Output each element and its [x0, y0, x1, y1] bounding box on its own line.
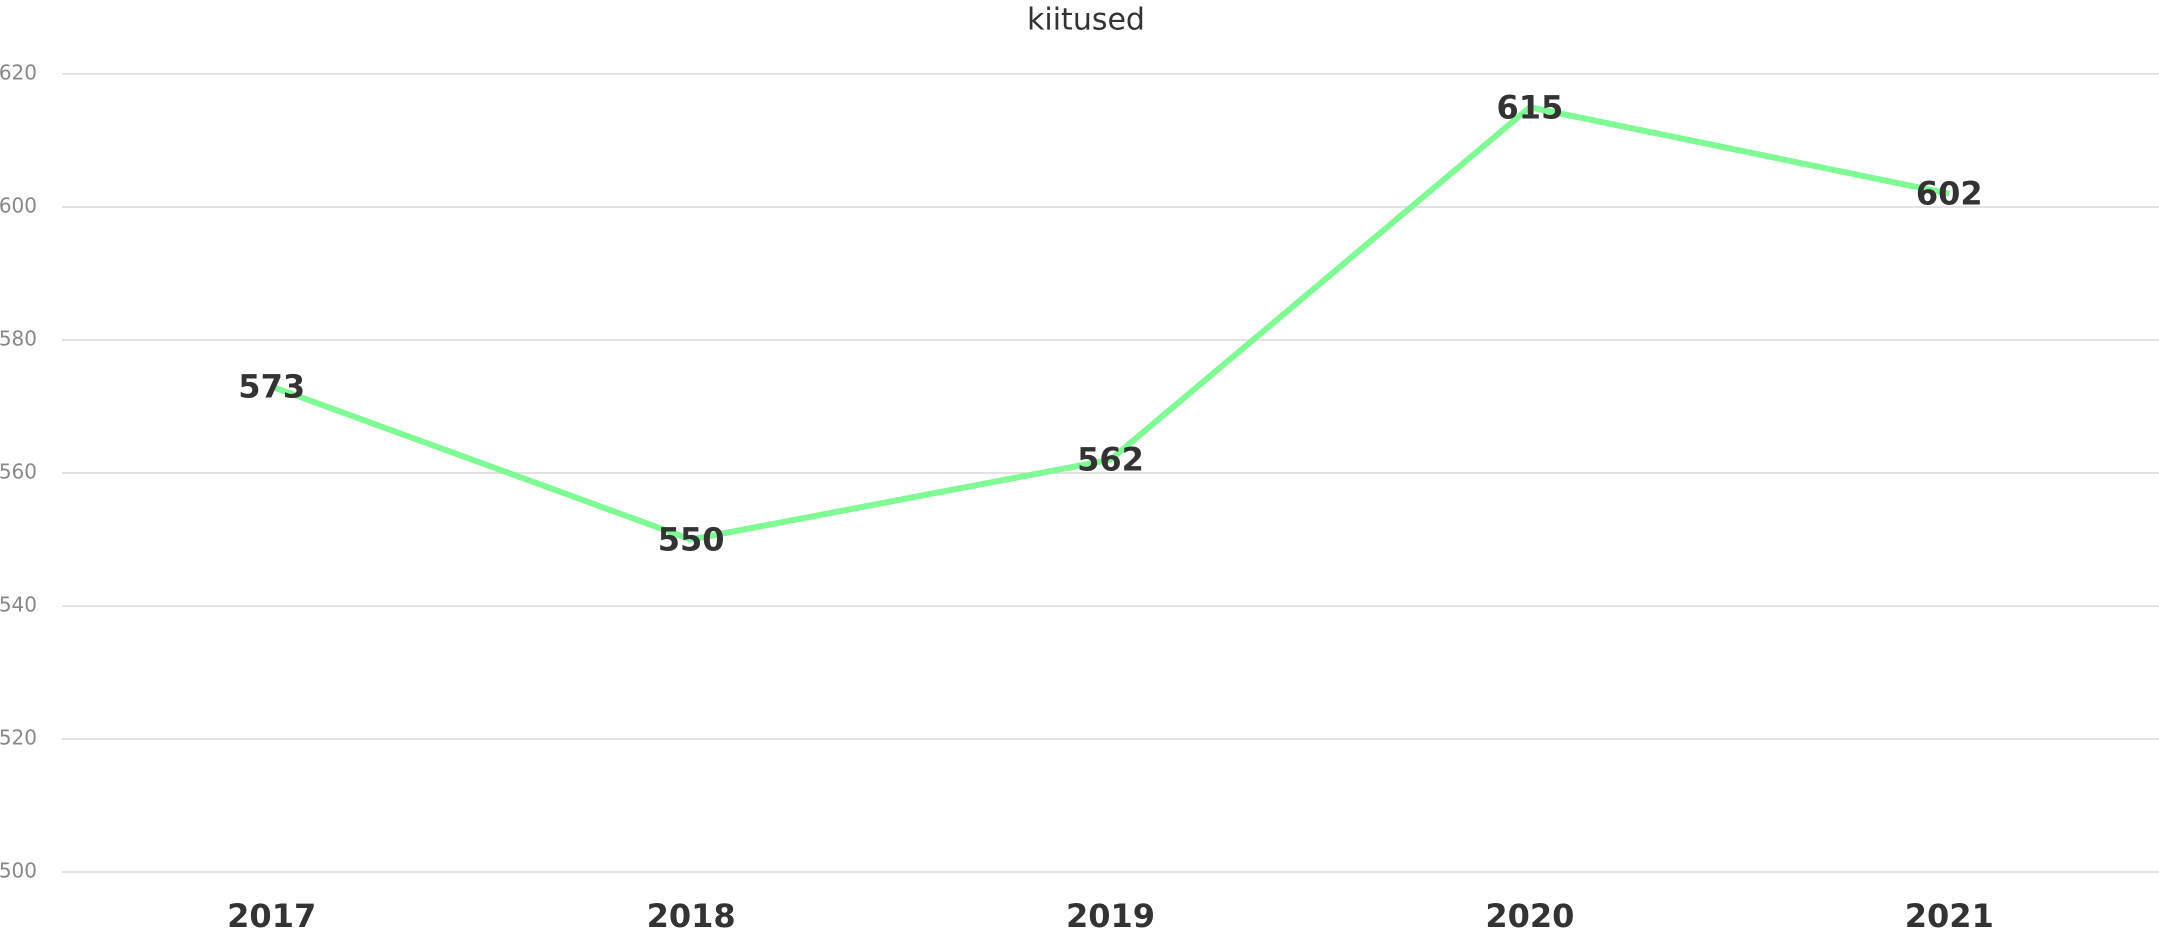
data-label: 602: [1916, 175, 1983, 213]
y-tick-label: 600: [0, 194, 37, 218]
data-label: 562: [1077, 441, 1144, 479]
y-tick-label: 560: [0, 460, 37, 484]
data-label: 550: [658, 521, 725, 559]
chart-title: kiitused: [1027, 3, 1145, 38]
x-tick-label: 2017: [227, 897, 316, 935]
data-label: 615: [1497, 88, 1564, 126]
x-tick-label: 2018: [647, 897, 736, 935]
x-tick-label: 2019: [1066, 897, 1155, 935]
data-label: 573: [238, 368, 305, 406]
y-tick-label: 580: [0, 327, 37, 351]
y-tick-label: 500: [0, 859, 37, 883]
x-tick-label: 2021: [1905, 897, 1994, 935]
y-tick-label: 620: [0, 61, 37, 85]
y-tick-label: 540: [0, 593, 37, 617]
line: [270, 104, 1950, 543]
y-tick-label: 520: [0, 726, 37, 750]
x-tick-label: 2020: [1485, 897, 1574, 935]
